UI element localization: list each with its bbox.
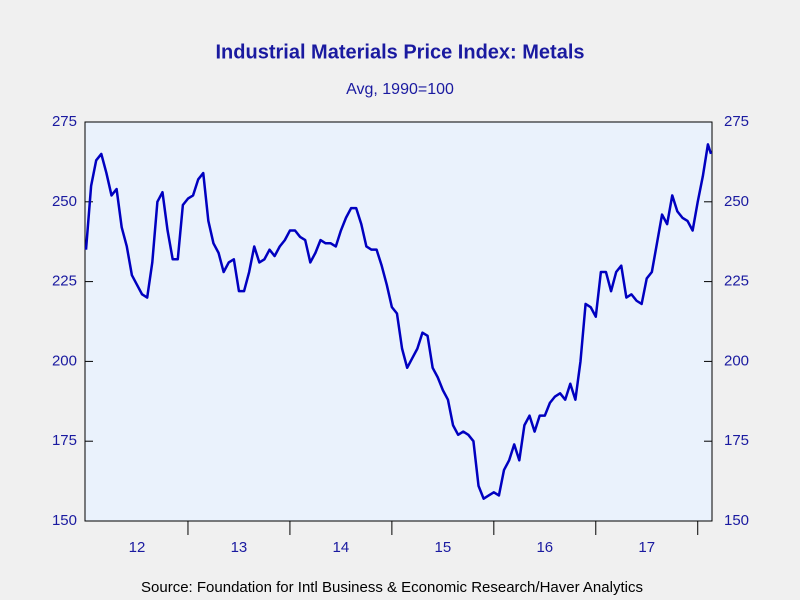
y2-tick-label: 275 <box>724 113 749 130</box>
x-tick-label: 13 <box>231 539 248 556</box>
y-tick-label: 225 <box>52 273 77 290</box>
source-note: Source: Foundation for Intl Business & E… <box>141 579 643 596</box>
x-tick-label: 14 <box>333 539 350 556</box>
y2-tick-label: 150 <box>724 512 749 529</box>
x-tick-label: 12 <box>129 539 146 556</box>
data-line <box>84 143 713 500</box>
chart-subtitle: Avg, 1990=100 <box>346 81 454 98</box>
y-tick-label: 200 <box>52 352 77 369</box>
x-tick-label: 16 <box>536 539 553 556</box>
x-tick-label: 15 <box>435 539 452 556</box>
y2-tick-label: 200 <box>724 352 749 369</box>
y-tick-label: 275 <box>52 113 77 130</box>
x-tick-label: 17 <box>638 539 655 556</box>
y-tick-label: 250 <box>52 193 77 210</box>
y-tick-label: 175 <box>52 432 77 449</box>
y2-tick-label: 175 <box>724 432 749 449</box>
chart-title: Industrial Materials Price Index: Metals <box>215 41 584 63</box>
y2-tick-label: 225 <box>724 273 749 290</box>
y-tick-label: 150 <box>52 512 77 529</box>
y2-tick-label: 250 <box>724 193 749 210</box>
